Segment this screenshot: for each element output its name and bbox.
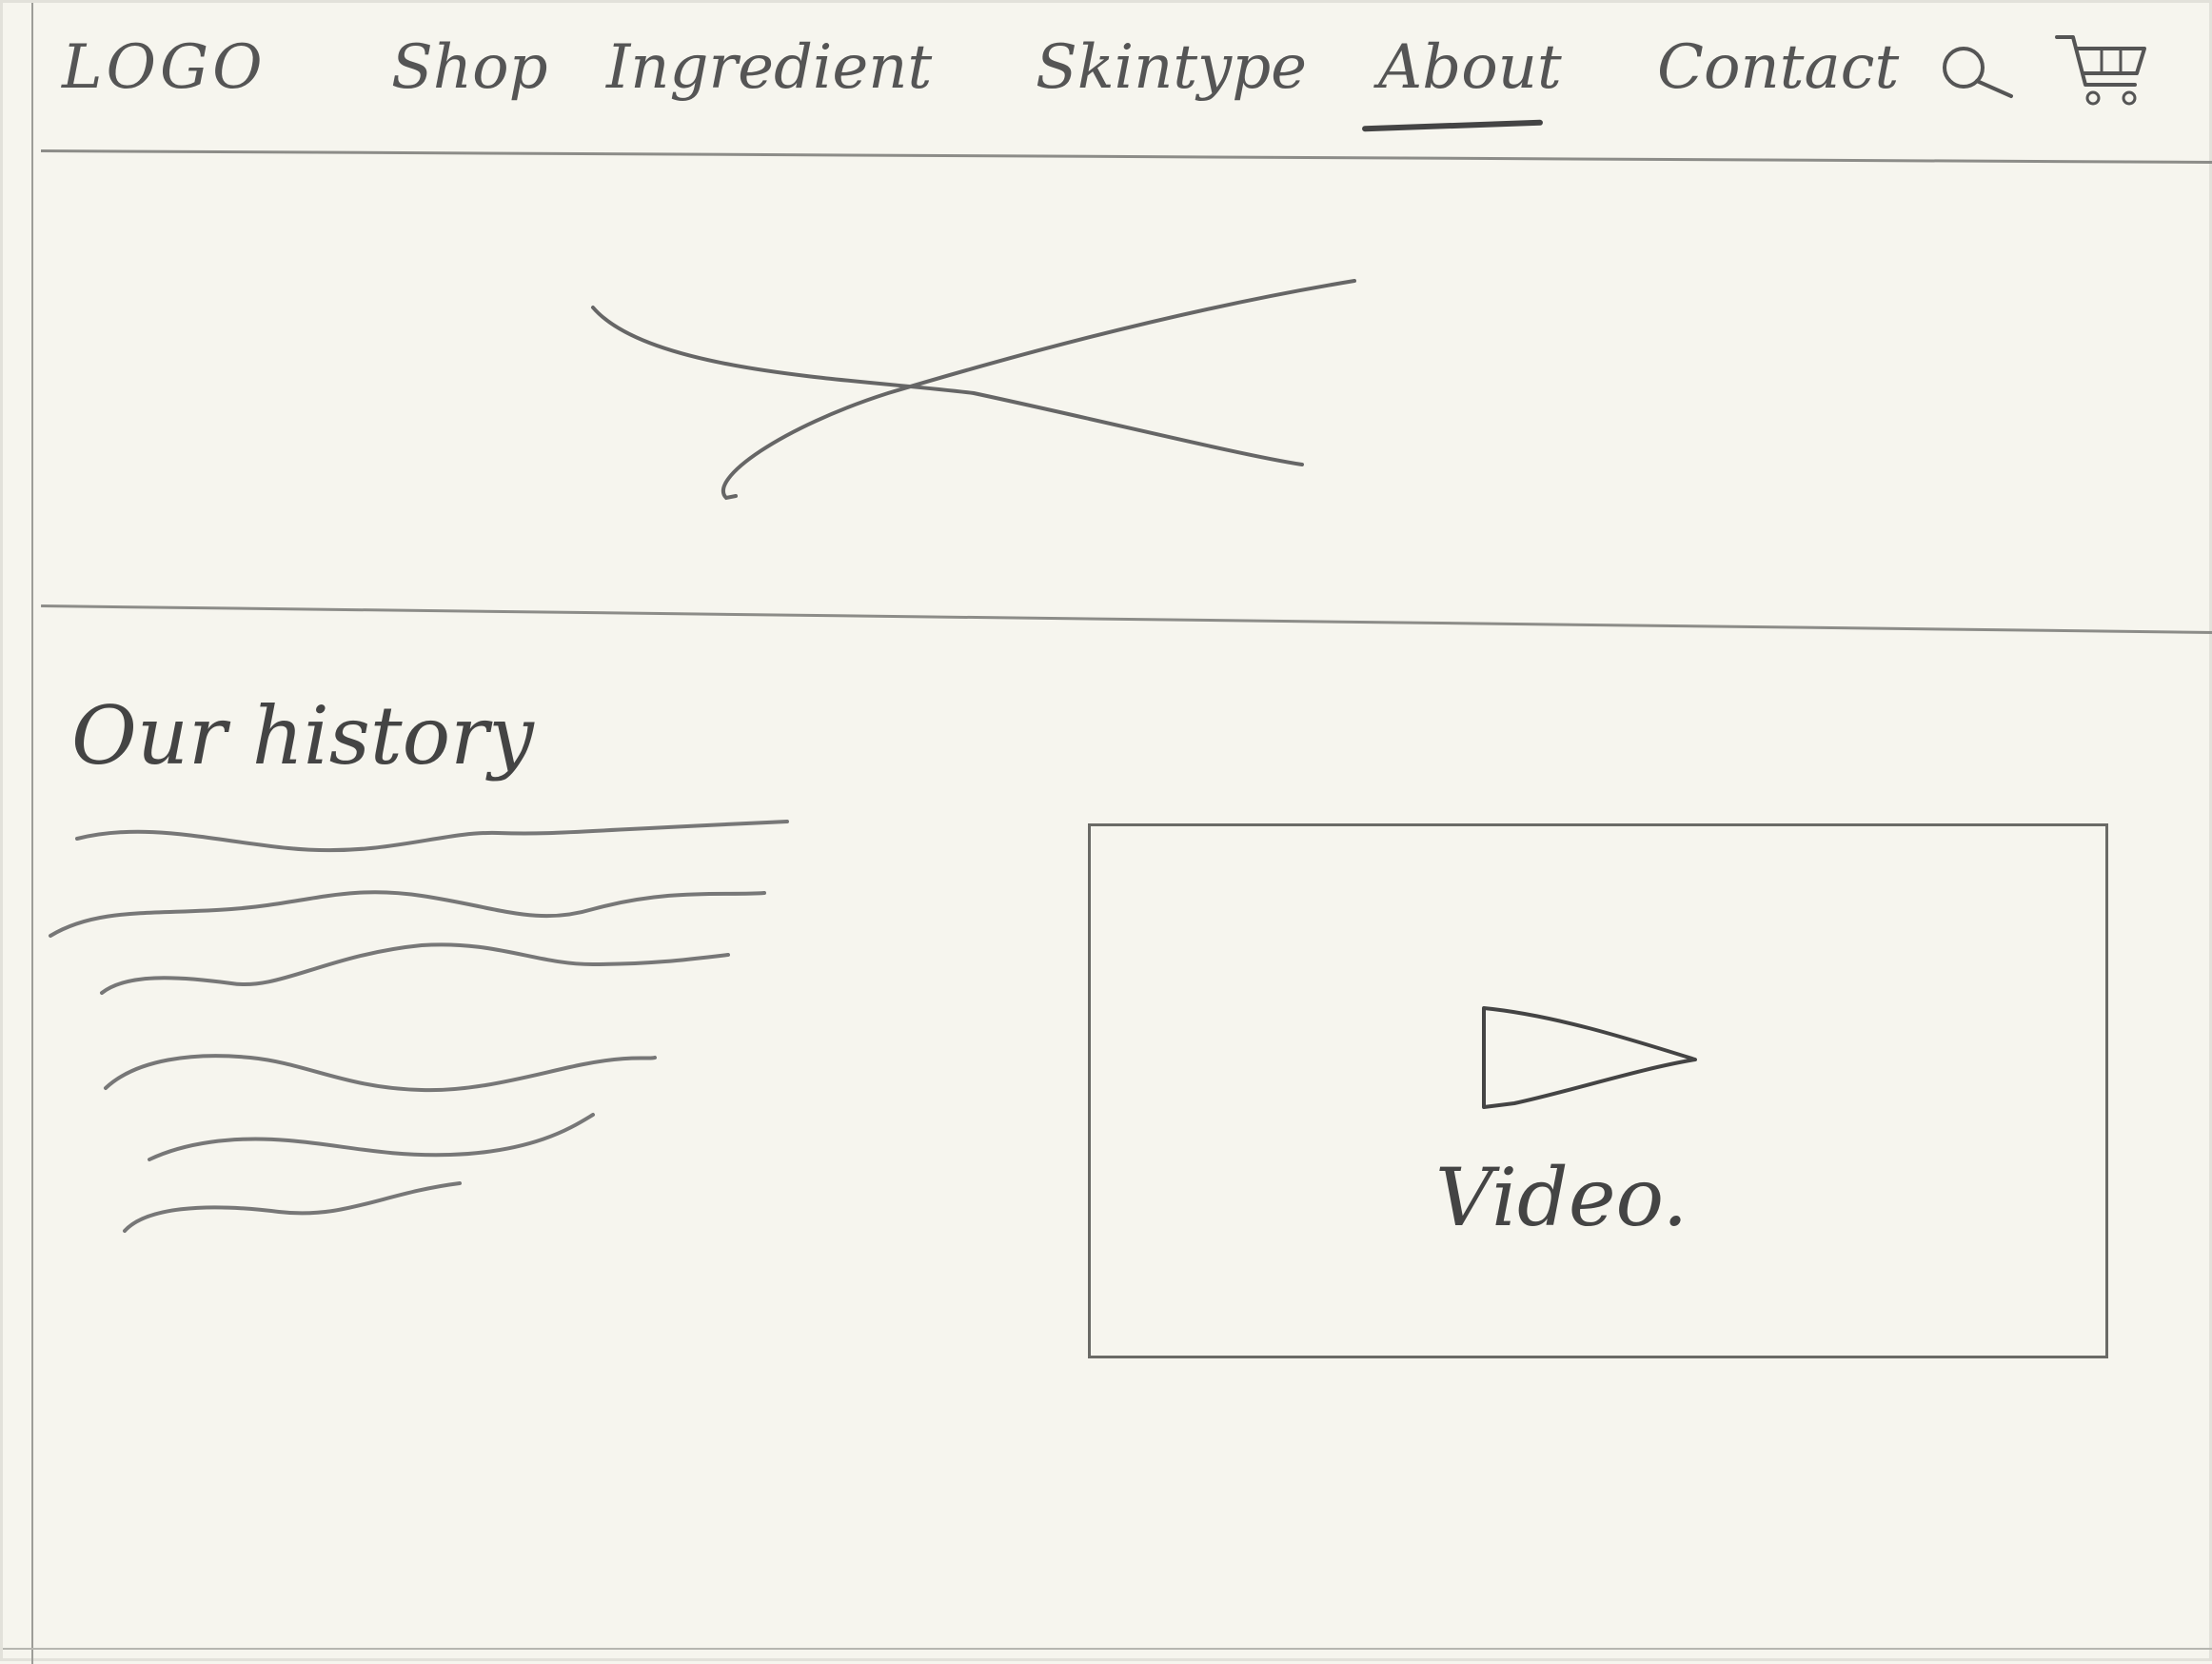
nav-item-shop[interactable]: Shop	[391, 20, 548, 115]
cart-icon[interactable]	[2049, 26, 2154, 111]
history-text-placeholder	[41, 802, 802, 1393]
logo[interactable]: LOGO	[62, 20, 267, 115]
page-margin-line	[31, 3, 33, 1664]
search-icon[interactable]	[1935, 39, 2021, 106]
nav-item-about[interactable]: About	[1378, 20, 1562, 115]
nav-item-contact[interactable]: Contact	[1657, 20, 1899, 115]
image-placeholder-x-icon	[574, 269, 1383, 517]
hero-divider	[41, 604, 2212, 634]
nav-item-ingredient[interactable]: Ingredient	[606, 20, 932, 115]
history-title: Our history	[71, 683, 534, 788]
video-label: Video.	[1435, 1145, 1688, 1250]
header-divider	[41, 149, 2212, 164]
page-bottom-line	[3, 1648, 2212, 1650]
nav-item-skintype[interactable]: Skintype	[1036, 20, 1307, 115]
active-nav-underline	[1362, 120, 1543, 132]
play-icon[interactable]	[1476, 1000, 1705, 1115]
